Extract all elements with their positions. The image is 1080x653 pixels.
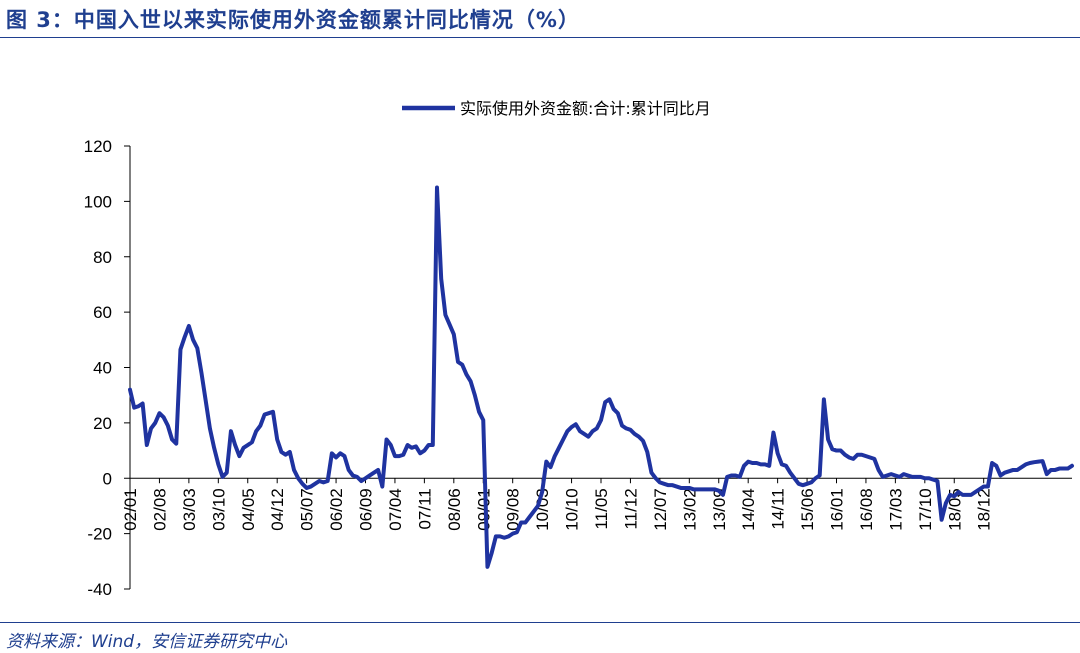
title-rule — [0, 37, 1080, 38]
x-tick-label: 08/06 — [445, 488, 464, 531]
footer-rule — [0, 622, 1080, 623]
x-tick-label: 06/09 — [357, 488, 376, 531]
x-tick-label: 16/08 — [857, 488, 876, 531]
x-tick-label: 17/03 — [886, 488, 905, 531]
y-tick-label: 0 — [103, 469, 112, 488]
x-tick-label: 04/05 — [239, 488, 258, 531]
x-tick-label: 16/01 — [828, 488, 847, 531]
plot-area — [128, 185, 1074, 569]
y-tick-label: 20 — [93, 414, 112, 433]
source-note: 资料来源：Wind，安信证券研究中心 — [6, 632, 288, 652]
x-tick-label: 07/11 — [415, 488, 434, 529]
x-tick-label: 09/08 — [504, 488, 523, 531]
x-tick-label: 13/02 — [680, 488, 699, 531]
y-tick-label: 60 — [93, 303, 112, 322]
y-tick-label: 80 — [93, 248, 112, 267]
x-tick-label: 06/02 — [327, 488, 346, 531]
x-tick-label: 09/01 — [474, 488, 493, 531]
x-tick-label: 10/10 — [563, 488, 582, 531]
figure-title: 图 3：中国入世以来实际使用外资金额累计同比情况（%） — [6, 8, 580, 32]
x-tick-label: 02/08 — [150, 488, 169, 531]
x-tick-label: 13/09 — [710, 488, 729, 531]
legend: 实际使用外资金额:合计:累计同比月 — [402, 99, 711, 118]
x-tick-label: 03/03 — [180, 488, 199, 531]
y-tick-label: 40 — [93, 359, 112, 378]
x-tick-label: 11/05 — [592, 488, 611, 529]
series-line — [128, 185, 1074, 569]
x-tick-label: 17/10 — [916, 488, 935, 531]
x-tick-label: 04/12 — [268, 488, 287, 531]
x-tick-label: 07/04 — [386, 488, 405, 531]
x-tick-label: 03/10 — [209, 488, 228, 531]
x-tick-label: 18/12 — [975, 488, 994, 531]
legend-label: 实际使用外资金额:合计:累计同比月 — [460, 99, 711, 118]
x-tick-label: 15/06 — [798, 488, 817, 531]
line-chart: 实际使用外资金额:合计:累计同比月 -40-20020406080100120 … — [84, 99, 1074, 599]
x-axis: 02/01 02/08 03/03 03/10 04/05 04/12 05/07 06/02… — [121, 477, 1072, 531]
x-tick-label: 05/07 — [298, 488, 317, 531]
y-tick-label: -20 — [87, 525, 112, 544]
x-tick-label: 11/12 — [621, 488, 640, 529]
x-tick-label: 10/03 — [533, 488, 552, 531]
y-tick-label: -40 — [87, 580, 112, 599]
x-tick-label: 14/04 — [739, 488, 758, 531]
y-tick-label: 120 — [84, 137, 112, 156]
x-tick-label: 14/11 — [769, 488, 788, 529]
y-axis: -40 -20 0 20 40 60 80 100 120 — [84, 137, 131, 599]
x-tick-label: 02/01 — [121, 488, 140, 531]
y-tick-label: 100 — [84, 192, 112, 211]
x-tick-label: 12/07 — [651, 488, 670, 531]
